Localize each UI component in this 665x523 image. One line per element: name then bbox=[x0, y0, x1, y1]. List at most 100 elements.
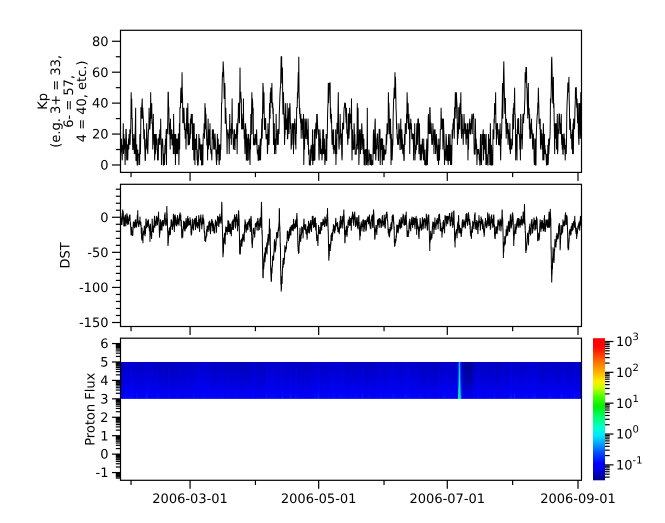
heatmap-column bbox=[489, 361, 492, 399]
x-tick-date-label: 2006-05-01 bbox=[281, 492, 357, 507]
heatmap-column bbox=[481, 361, 483, 399]
heatmap-column bbox=[543, 361, 545, 399]
x-axis-date-labels: 2006-03-01 2006-05-01 2006-07-01 2006-09-01 bbox=[152, 492, 615, 507]
heatmap-column bbox=[393, 361, 396, 399]
heatmap-column bbox=[468, 361, 471, 399]
heatmap-column bbox=[237, 361, 240, 399]
heatmap-column bbox=[315, 361, 318, 399]
heatmap-column bbox=[527, 361, 530, 399]
heatmap-column bbox=[500, 361, 502, 399]
heatmap-column bbox=[205, 361, 208, 399]
y-tick-label: 5 bbox=[100, 356, 108, 371]
heatmap-column bbox=[247, 361, 249, 399]
heatmap-column bbox=[188, 361, 190, 399]
heatmap-column bbox=[391, 361, 394, 399]
heatmap-column bbox=[204, 361, 207, 399]
heatmap-column bbox=[502, 361, 504, 399]
heatmap-column bbox=[276, 361, 279, 399]
proton-panel: -1 0 1 2 3 4 5 6 Proton Flux bbox=[84, 337, 583, 489]
heatmap-column bbox=[163, 361, 166, 399]
heatmap-column bbox=[241, 361, 244, 399]
dst-x-axis bbox=[130, 326, 579, 335]
heatmap-column bbox=[353, 361, 356, 399]
heatmap-column bbox=[175, 361, 177, 399]
heatmap-column bbox=[298, 361, 301, 399]
heatmap-column bbox=[347, 361, 349, 399]
heatmap-column bbox=[416, 361, 419, 399]
heatmap-column bbox=[427, 361, 429, 399]
heatmap-column bbox=[518, 361, 520, 399]
heatmap-column bbox=[261, 361, 264, 399]
heatmap-column bbox=[324, 361, 326, 399]
heatmap-column bbox=[318, 361, 321, 399]
heatmap-column bbox=[523, 361, 525, 399]
heatmap-column bbox=[531, 361, 534, 399]
heatmap-column bbox=[155, 361, 157, 399]
heatmap-column bbox=[122, 361, 125, 399]
colorbar-bar bbox=[593, 338, 605, 481]
heatmap-column bbox=[172, 361, 174, 399]
heatmap-column bbox=[129, 361, 132, 399]
heatmap-column bbox=[509, 361, 512, 399]
heatmap-column bbox=[561, 361, 563, 399]
heatmap-column bbox=[274, 361, 276, 399]
heatmap-column bbox=[157, 361, 159, 399]
heatmap-column bbox=[277, 361, 280, 399]
y-tick-label: 6 bbox=[100, 337, 108, 352]
heatmap-column bbox=[209, 361, 211, 399]
heatmap-column bbox=[201, 361, 204, 399]
heatmap-column bbox=[312, 361, 314, 399]
heatmap-column bbox=[215, 361, 217, 399]
heatmap-column bbox=[248, 361, 250, 399]
heatmap-column bbox=[141, 361, 144, 399]
heatmap-column bbox=[526, 361, 529, 399]
heatmap-column bbox=[184, 361, 187, 399]
heatmap-column bbox=[272, 361, 274, 399]
dst-frame bbox=[119, 183, 583, 328]
heatmap-column bbox=[513, 361, 516, 399]
heatmap-column bbox=[280, 361, 283, 399]
heatmap-column bbox=[174, 361, 176, 399]
heatmap-column bbox=[434, 361, 437, 399]
heatmap-column bbox=[572, 361, 574, 399]
heatmap-column bbox=[484, 361, 486, 399]
heatmap-column bbox=[465, 361, 467, 399]
heatmap-column bbox=[150, 361, 152, 399]
heatmap-column bbox=[411, 361, 414, 399]
heatmap-column bbox=[297, 361, 300, 399]
heatmap-column bbox=[455, 361, 458, 399]
kp-ylabel-line: Kp bbox=[36, 93, 51, 110]
heatmap-column bbox=[483, 361, 485, 399]
heatmap-column bbox=[511, 361, 514, 399]
heatmap-column bbox=[161, 361, 164, 399]
heatmap-column bbox=[567, 361, 570, 399]
heatmap-column bbox=[382, 361, 384, 399]
heatmap-column bbox=[193, 361, 195, 399]
heatmap-column bbox=[351, 361, 353, 399]
kp-frame bbox=[119, 29, 583, 174]
heatmap-column bbox=[488, 361, 491, 399]
heatmap-column bbox=[135, 361, 137, 399]
heatmap-column bbox=[535, 361, 537, 399]
colorbar-tick-label: 101 bbox=[616, 394, 639, 412]
heatmap-column bbox=[132, 361, 134, 399]
heatmap-column bbox=[470, 361, 473, 399]
heatmap-column bbox=[200, 361, 203, 399]
heatmap-column bbox=[450, 361, 453, 399]
heatmap-column bbox=[579, 361, 581, 399]
heatmap-column bbox=[255, 361, 257, 399]
heatmap-column bbox=[133, 361, 135, 399]
heatmap-column bbox=[407, 361, 409, 399]
heatmap-column bbox=[441, 361, 443, 399]
heatmap-column bbox=[429, 361, 432, 399]
heatmap-column bbox=[142, 361, 145, 399]
heatmap-column bbox=[574, 361, 576, 399]
heatmap-column bbox=[221, 361, 224, 399]
heatmap-column bbox=[288, 361, 290, 399]
heatmap-column bbox=[525, 361, 528, 399]
heatmap-column bbox=[440, 361, 442, 399]
heatmap-column bbox=[541, 361, 543, 399]
heatmap-column bbox=[270, 361, 272, 399]
heatmap-column bbox=[279, 361, 282, 399]
heatmap-column bbox=[549, 361, 552, 399]
